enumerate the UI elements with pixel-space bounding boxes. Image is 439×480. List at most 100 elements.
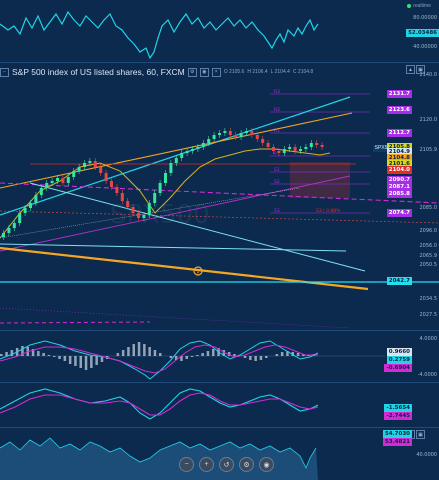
eye-icon[interactable]: ◉ bbox=[199, 67, 209, 77]
macd-hist-bar bbox=[206, 351, 210, 356]
price-axis-2065: 2065.9 bbox=[419, 253, 438, 259]
candle-body bbox=[115, 187, 119, 193]
rsi-pane-maximize-button[interactable]: ▣ bbox=[416, 430, 425, 439]
main-price-pane: SPX500 R3 R2 R1 P S1 S2 S3 S3 | 0.88% bbox=[0, 63, 439, 330]
macd-hist-bar bbox=[137, 342, 141, 356]
candle-body bbox=[255, 135, 259, 139]
price-tag: 2090.7 bbox=[386, 176, 412, 184]
candle-body bbox=[99, 167, 103, 173]
indicator-value-tag: 54.7030 bbox=[382, 430, 412, 438]
indicator-value-tag: -1.5654 bbox=[384, 404, 412, 412]
upper-channel-line bbox=[0, 96, 351, 216]
price-tag: 2074.7 bbox=[386, 209, 412, 217]
macd-svg bbox=[0, 340, 385, 380]
indicator-value-tag: 53.4821 bbox=[382, 438, 412, 446]
candles-group bbox=[2, 128, 324, 240]
descending-cyan-line bbox=[29, 182, 366, 272]
zoom-in-icon[interactable]: + bbox=[199, 457, 214, 472]
watermark: SPX500 bbox=[110, 200, 210, 230]
candle-body bbox=[137, 213, 140, 218]
oscillator-pane: -1.5654 -2.7445 bbox=[0, 383, 439, 427]
candle-body bbox=[158, 183, 162, 193]
magenta-short-dashed bbox=[0, 321, 151, 324]
candle-body bbox=[56, 178, 59, 181]
macd-signal-line bbox=[0, 344, 318, 374]
pivot-label-s2: S2 bbox=[274, 179, 280, 185]
macd-hist-bar bbox=[63, 356, 67, 361]
macd-hist-bar bbox=[201, 353, 204, 356]
macd-hist-bar bbox=[143, 344, 146, 356]
candle-body bbox=[239, 133, 243, 137]
zoom-out-icon[interactable]: − bbox=[179, 457, 194, 472]
pane-up-button[interactable]: ▲ bbox=[406, 65, 415, 74]
macd-hist-bar bbox=[84, 356, 88, 370]
price-axis-2140: 2140.0 bbox=[419, 72, 438, 78]
settings-icon[interactable]: ⚙ bbox=[187, 67, 197, 77]
camera-icon[interactable]: ◉ bbox=[259, 457, 274, 472]
candle-body bbox=[228, 131, 232, 135]
macd-pane: 4.0000 -4.0000 0.9660 0.2759 -0.6904 bbox=[0, 331, 439, 382]
price-tag: 2085.8 bbox=[386, 190, 412, 198]
macd-hist-bar bbox=[286, 351, 289, 356]
reset-icon[interactable]: ↺ bbox=[219, 457, 234, 472]
pivot-label-r2: R2 bbox=[274, 107, 280, 113]
indicator-value-tag: 0.9660 bbox=[386, 348, 412, 356]
rsi-area bbox=[0, 438, 318, 480]
candle-body bbox=[309, 143, 313, 147]
candle-body bbox=[282, 149, 286, 153]
candle-body bbox=[261, 139, 265, 143]
close-icon[interactable]: × bbox=[211, 67, 221, 77]
macd-hist-bar bbox=[243, 356, 247, 358]
pivot-note: S3 | 0.88% bbox=[316, 208, 341, 214]
pane-separator bbox=[0, 427, 439, 428]
macd-hist-bar bbox=[212, 349, 215, 356]
orange-descending-line bbox=[0, 246, 369, 291]
macd-hist-bar bbox=[190, 356, 194, 357]
settings-icon[interactable]: ⚙ bbox=[239, 457, 254, 472]
indicator-value-tag: 0.2759 bbox=[386, 356, 412, 364]
candle-body bbox=[234, 135, 238, 137]
top-value-tag: 52.03486 bbox=[406, 29, 439, 37]
collapse-button[interactable]: − bbox=[0, 67, 9, 77]
top-indicator-pane: realtime 80.00000 40.00000 52.03486 bbox=[0, 0, 439, 62]
macd-hist-bar bbox=[196, 355, 199, 356]
pane-maximize-button[interactable]: ▣ bbox=[416, 65, 425, 74]
candle-body bbox=[83, 163, 86, 167]
macd-hist-bar bbox=[0, 354, 3, 356]
pane-separator bbox=[0, 330, 439, 331]
macd-hist-bar bbox=[37, 351, 40, 356]
candle-body bbox=[110, 181, 113, 187]
price-chart-svg: SPX500 R3 R2 R1 P S1 S2 S3 S3 | 0.88% bbox=[0, 89, 439, 329]
candle-body bbox=[201, 143, 205, 147]
candle-body bbox=[223, 131, 227, 133]
candle-body bbox=[164, 173, 167, 183]
macd-hist-bar bbox=[185, 356, 188, 359]
lower-dotted-line bbox=[0, 307, 351, 329]
rsi-axis-label: 40.0000 bbox=[416, 452, 437, 458]
price-axis-2050: 2050.5 bbox=[419, 262, 438, 268]
candle-body bbox=[320, 145, 324, 147]
top-indicator-svg bbox=[0, 10, 319, 60]
candle-body bbox=[196, 147, 200, 149]
price-axis-2056: 2056.0 bbox=[419, 243, 438, 249]
price-axis-2105: 2105.9 bbox=[419, 147, 438, 153]
candle-body bbox=[39, 188, 43, 195]
top-indicator-line bbox=[0, 10, 319, 60]
price-axis-2034: 2034.5 bbox=[419, 296, 438, 302]
candle-body bbox=[93, 161, 97, 167]
ohlc-open: O 2105.6 bbox=[223, 69, 245, 75]
oscillator-line-slow bbox=[0, 392, 319, 416]
macd-hist-bar bbox=[296, 353, 300, 356]
price-tag: 2104.0 bbox=[386, 166, 412, 174]
price-tag: 2105.8 bbox=[386, 143, 412, 151]
oscillator-line-fast bbox=[0, 388, 319, 420]
price-tag: 2123.6 bbox=[386, 106, 412, 114]
macd-hist-bar bbox=[259, 356, 263, 360]
orange-upper-line bbox=[0, 112, 353, 189]
macd-hist-bar bbox=[227, 352, 231, 356]
alert-marker-icon[interactable] bbox=[193, 266, 203, 276]
pivot-label-r1: R1 bbox=[274, 128, 280, 134]
pivot-label-s3: S3 bbox=[274, 208, 280, 214]
indicator-value-tag: -2.7445 bbox=[384, 412, 412, 420]
svg-text:⇕: ⇕ bbox=[196, 270, 200, 276]
